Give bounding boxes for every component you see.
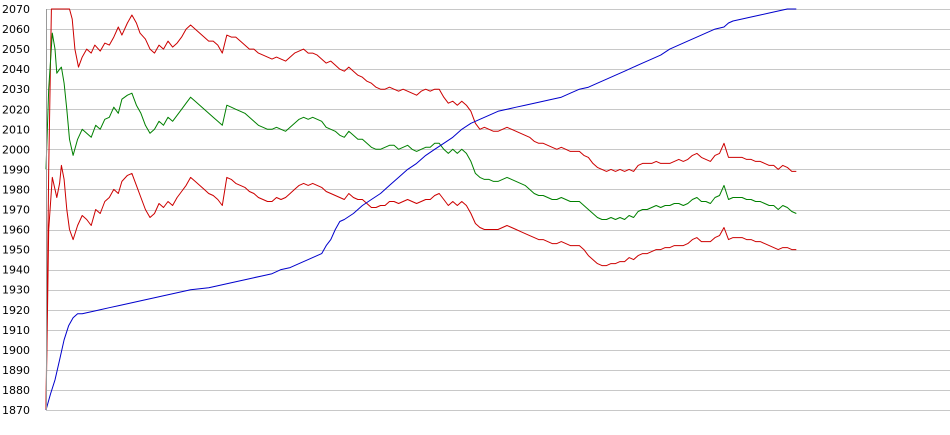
y-tick-label: 1900 <box>2 344 30 357</box>
y-tick-label: 2040 <box>2 63 30 76</box>
y-axis-tick-labels: 1870 1880 1890 1900 1910 1920 1930 1940 1950 1960… <box>2 3 30 417</box>
y-tick-label: 2010 <box>2 123 30 136</box>
y-tick-label: 2060 <box>2 23 30 36</box>
series-lines <box>45 8 797 411</box>
y-tick-label: 2030 <box>2 83 30 96</box>
y-tick-label: 1950 <box>2 244 30 257</box>
y-tick-label: 1960 <box>2 224 30 237</box>
trend-line <box>45 8 797 411</box>
lower-band-line <box>45 164 797 411</box>
y-tick-label: 1890 <box>2 364 30 377</box>
y-tick-label: 1970 <box>2 204 30 217</box>
grid-lines <box>46 9 950 411</box>
y-tick-label: 1940 <box>2 264 30 277</box>
upper-band-line <box>45 8 797 411</box>
y-tick-label: 2050 <box>2 43 30 56</box>
y-tick-label: 1920 <box>2 304 30 317</box>
y-tick-label: 2020 <box>2 103 30 116</box>
y-tick-label: 1880 <box>2 384 30 397</box>
y-tick-label: 1930 <box>2 284 30 297</box>
y-tick-label: 1980 <box>2 183 30 196</box>
y-tick-label: 1990 <box>2 163 30 176</box>
y-tick-label: 1870 <box>2 404 30 417</box>
y-tick-label: 2000 <box>2 143 30 156</box>
middle-line <box>45 32 797 220</box>
y-tick-label: 2070 <box>2 3 30 16</box>
y-tick-label: 1910 <box>2 324 30 337</box>
